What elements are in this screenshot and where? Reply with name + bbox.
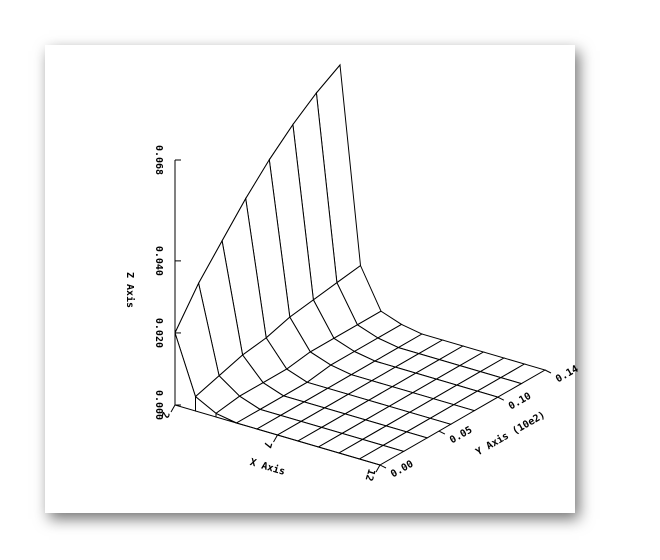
- x-tick-label: 7: [261, 440, 273, 449]
- y-tick-label: 0.00: [389, 459, 415, 481]
- x-axis-title: X Axis: [248, 456, 286, 478]
- y-axis-title: Y Axis (10e2): [474, 409, 548, 458]
- y-tick: [379, 464, 387, 469]
- y-tick-label: 0.10: [507, 391, 533, 413]
- x-tick: [170, 404, 176, 413]
- y-tick: [544, 369, 552, 374]
- x-tick-label: 2: [158, 410, 170, 419]
- x-tick: [375, 464, 381, 473]
- y-tick-label: 0.14: [554, 364, 580, 386]
- z-tick-label: 0.000: [153, 390, 164, 420]
- surface-front: [215, 412, 237, 424]
- y-tick: [497, 396, 505, 401]
- z-axis-title: Z Axis: [124, 272, 136, 308]
- y-tick: [438, 430, 446, 435]
- x-tick-label: 12: [363, 468, 377, 483]
- z-tick-label: 0.040: [153, 246, 164, 276]
- z-tick-label: 0.068: [153, 145, 164, 175]
- x-tick: [273, 434, 278, 443]
- y-tick-label: 0.05: [448, 425, 474, 447]
- z-tick-label: 0.020: [153, 318, 164, 348]
